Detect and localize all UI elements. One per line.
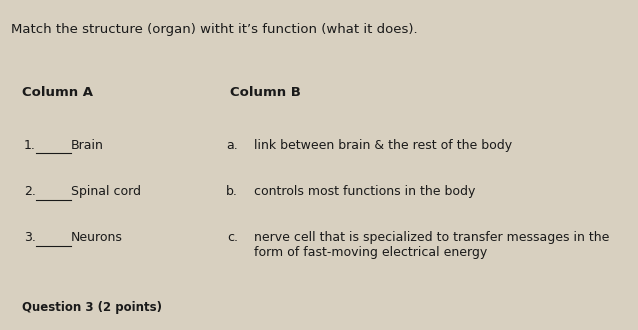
Text: Spinal cord: Spinal cord — [71, 185, 141, 198]
Text: a.: a. — [226, 139, 238, 151]
Text: 1.: 1. — [24, 139, 36, 151]
Text: Column B: Column B — [230, 86, 300, 99]
Text: Question 3 (2 points): Question 3 (2 points) — [22, 301, 162, 313]
Text: Brain: Brain — [71, 139, 104, 151]
Text: Match the structure (organ) witht it’s function (what it does).: Match the structure (organ) witht it’s f… — [11, 23, 417, 36]
Text: Column A: Column A — [22, 86, 93, 99]
Text: 2.: 2. — [24, 185, 36, 198]
Text: 3.: 3. — [24, 231, 36, 244]
Text: link between brain & the rest of the body: link between brain & the rest of the bod… — [255, 139, 512, 151]
Text: b.: b. — [226, 185, 238, 198]
Text: controls most functions in the body: controls most functions in the body — [255, 185, 476, 198]
Text: c.: c. — [227, 231, 238, 244]
Text: Neurons: Neurons — [71, 231, 123, 244]
Text: nerve cell that is specialized to transfer messages in the
form of fast-moving e: nerve cell that is specialized to transf… — [255, 231, 610, 259]
